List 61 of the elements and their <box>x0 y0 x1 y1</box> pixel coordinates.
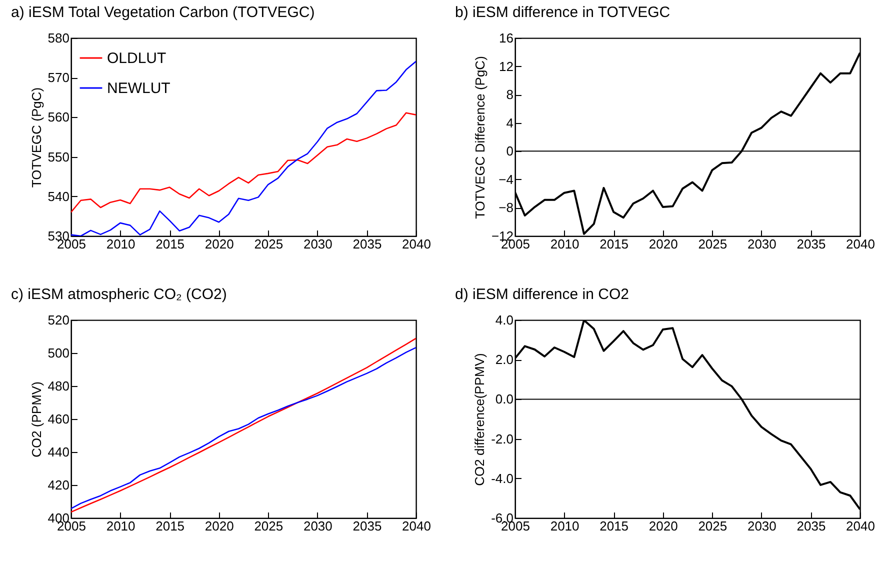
y-axis-title: CO2 (PPMV) <box>28 382 44 458</box>
y-tick-label: 500 <box>48 346 70 360</box>
y-tick-label: 16 <box>499 30 514 46</box>
y-tick-label: 570 <box>48 70 70 86</box>
x-tick-label: 2035 <box>352 518 382 534</box>
y-tick-label: 580 <box>48 30 70 46</box>
x-tick-label: 2025 <box>254 518 284 534</box>
y-tick-label: 420 <box>48 478 70 492</box>
y-tick-label: 4 <box>506 115 514 130</box>
x-tick-label: 2025 <box>698 236 728 252</box>
x-tick-label: 2015 <box>600 236 629 252</box>
y-tick-label: 4.0 <box>495 312 514 328</box>
y-tick-label: 560 <box>48 110 70 125</box>
x-tick-label: 2015 <box>156 236 185 252</box>
x-tick-label: 2040 <box>846 236 875 252</box>
y-tick-label: −8 <box>498 200 514 216</box>
y-tick-label: 540 <box>48 188 70 204</box>
y-tick-label: -4.0 <box>491 470 514 486</box>
x-tick-label: 2040 <box>402 518 431 534</box>
y-tick-label: 460 <box>48 412 70 426</box>
x-tick-label: 2030 <box>303 518 332 534</box>
y-tick-label: −4 <box>498 172 514 187</box>
x-tick-label: 2015 <box>156 518 185 534</box>
chart-title: b) iESM difference in TOTVEGC <box>455 4 670 21</box>
x-tick-label: 2015 <box>600 518 629 534</box>
x-tick-label: 2035 <box>796 236 826 252</box>
chart-title: c) iESM atmospheric CO₂ (CO2) <box>11 286 227 303</box>
x-tick-label: 2020 <box>204 236 234 252</box>
x-tick-label: 2020 <box>648 518 678 534</box>
chart-title: a) iESM Total Vegetation Carbon (TOTVEGC) <box>11 4 315 21</box>
x-tick-label: 2020 <box>204 518 234 534</box>
legend-label: OLDLUT <box>107 50 166 67</box>
x-tick-label: 2030 <box>303 236 332 252</box>
x-tick-label: 2040 <box>846 518 875 534</box>
x-tick-label: 2030 <box>747 236 776 252</box>
y-tick-label: -2.0 <box>491 431 514 446</box>
x-tick-label: 2025 <box>698 518 728 534</box>
x-tick-label: 2035 <box>796 518 826 534</box>
legend-label: NEWLUT <box>107 80 170 97</box>
y-tick-label: 440 <box>48 444 70 460</box>
y-tick-label: 480 <box>48 378 70 394</box>
x-tick-label: 2010 <box>106 518 136 534</box>
x-tick-label: 2040 <box>402 236 431 252</box>
y-tick-label: 550 <box>48 149 70 164</box>
y-tick-label: 0.0 <box>495 392 514 407</box>
y-tick-label: 0 <box>506 144 514 159</box>
y-tick-label: 2.0 <box>495 352 514 368</box>
y-tick-label: 8 <box>506 87 514 102</box>
y-axis-title: CO2 difference(PPMV) <box>472 353 488 486</box>
y-tick-label: 12 <box>499 58 514 74</box>
x-tick-label: 2020 <box>648 236 678 252</box>
x-tick-label: 2025 <box>254 236 284 252</box>
y-tick-label: 520 <box>48 312 70 328</box>
x-tick-label: 2010 <box>550 518 580 534</box>
y-axis-title: TOTVEGC Difference (PgC) <box>472 56 488 219</box>
chart-title: d) iESM difference in CO2 <box>455 286 629 303</box>
x-tick-label: 2010 <box>106 236 136 252</box>
x-tick-label: 2035 <box>352 236 382 252</box>
x-tick-label: 2030 <box>747 518 776 534</box>
y-axis-title: TOTVEGC (PgC) <box>28 87 44 188</box>
x-tick-label: 2010 <box>550 236 580 252</box>
